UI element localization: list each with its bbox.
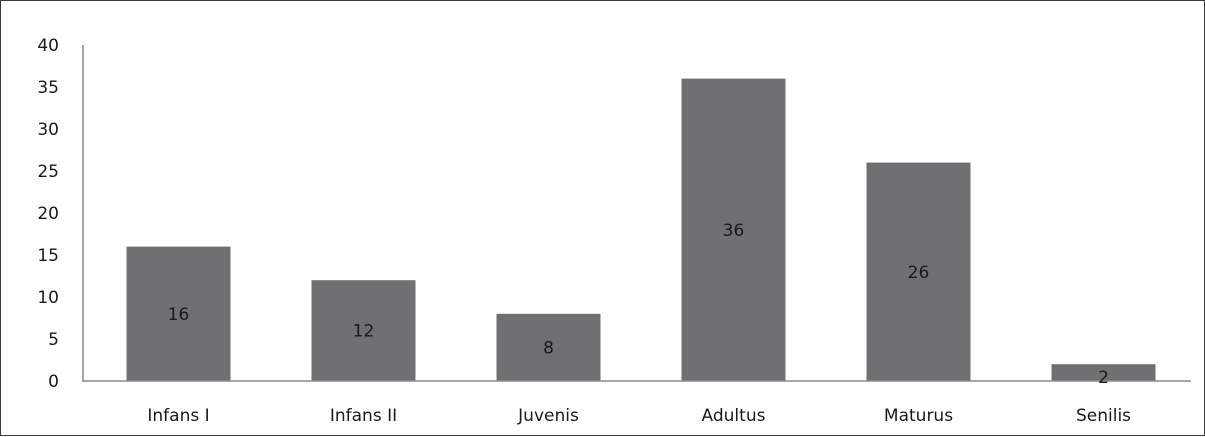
bar bbox=[1051, 364, 1156, 381]
bar-data-label: 8 bbox=[543, 338, 554, 358]
axes bbox=[82, 45, 1191, 382]
bar bbox=[311, 280, 416, 381]
category-labels: Infans I Infans II Juvenis Adultus Maturus Se… bbox=[147, 406, 1131, 426]
bar bbox=[866, 162, 971, 381]
bar bbox=[681, 78, 786, 381]
bar bbox=[496, 313, 601, 381]
bar-data-label: 26 bbox=[908, 263, 930, 283]
y-tick-label: 25 bbox=[37, 162, 59, 182]
x-category-label: Infans I bbox=[147, 406, 209, 426]
y-tick-label: 30 bbox=[37, 120, 59, 140]
y-tick-label: 20 bbox=[37, 204, 59, 224]
y-tick-label: 35 bbox=[37, 78, 59, 98]
y-tick-label: 15 bbox=[37, 246, 59, 266]
y-tick-label: 0 bbox=[48, 372, 59, 392]
data-labels: 16 12 8 36 26 2 bbox=[168, 221, 1109, 388]
bar-data-label: 12 bbox=[353, 322, 375, 342]
x-category-label: Senilis bbox=[1076, 406, 1131, 426]
x-category-label: Juvenis bbox=[517, 406, 579, 426]
y-tick-label: 40 bbox=[37, 36, 59, 56]
bars bbox=[126, 78, 1156, 381]
x-category-label: Infans II bbox=[330, 406, 397, 426]
x-category-label: Adultus bbox=[702, 406, 766, 426]
y-axis-ticks: 0 5 10 15 20 25 30 35 40 bbox=[37, 36, 59, 392]
bar-data-label: 2 bbox=[1098, 368, 1109, 388]
y-tick-label: 5 bbox=[48, 330, 59, 350]
bar-data-label: 36 bbox=[723, 221, 745, 241]
bar-data-label: 16 bbox=[168, 305, 190, 325]
bar bbox=[126, 246, 231, 381]
x-category-label: Maturus bbox=[884, 406, 953, 426]
y-tick-label: 10 bbox=[37, 288, 59, 308]
